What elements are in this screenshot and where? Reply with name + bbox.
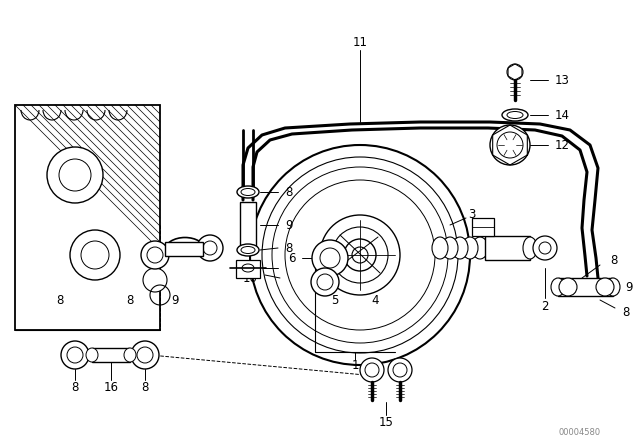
Ellipse shape <box>124 348 136 362</box>
Text: 9: 9 <box>285 219 292 232</box>
Circle shape <box>388 358 412 382</box>
Text: 5: 5 <box>332 293 339 306</box>
Text: 8: 8 <box>622 306 629 319</box>
Circle shape <box>360 358 384 382</box>
Circle shape <box>47 147 103 203</box>
Text: 12: 12 <box>555 138 570 151</box>
Circle shape <box>312 240 348 276</box>
Text: 8: 8 <box>56 293 64 306</box>
Ellipse shape <box>452 237 468 259</box>
Text: 4: 4 <box>371 293 379 306</box>
Text: 8: 8 <box>285 241 292 254</box>
Bar <box>92 348 130 362</box>
Circle shape <box>197 235 223 261</box>
Text: 7: 7 <box>248 262 256 275</box>
Ellipse shape <box>442 237 458 259</box>
Bar <box>485 236 530 260</box>
Text: 11: 11 <box>353 35 367 48</box>
Ellipse shape <box>432 237 448 259</box>
Text: 00004580: 00004580 <box>559 427 601 436</box>
Circle shape <box>61 341 89 369</box>
Circle shape <box>533 236 557 260</box>
Circle shape <box>559 278 577 296</box>
Ellipse shape <box>551 278 565 296</box>
Text: 13: 13 <box>555 73 570 86</box>
Text: 8: 8 <box>610 254 618 267</box>
Text: 16: 16 <box>104 380 118 393</box>
Text: 14: 14 <box>555 108 570 121</box>
Text: 1: 1 <box>351 358 359 371</box>
Circle shape <box>141 241 169 269</box>
Ellipse shape <box>523 237 537 259</box>
Ellipse shape <box>606 278 620 296</box>
Ellipse shape <box>472 237 488 259</box>
Bar <box>236 260 260 278</box>
Bar <box>558 278 613 296</box>
Circle shape <box>320 215 400 295</box>
Text: 2: 2 <box>541 300 548 313</box>
Text: 8: 8 <box>285 185 292 198</box>
Text: 15: 15 <box>379 415 394 428</box>
Circle shape <box>490 125 530 165</box>
Text: 8: 8 <box>71 380 79 393</box>
Ellipse shape <box>86 348 98 362</box>
Circle shape <box>70 230 120 280</box>
Text: 9: 9 <box>625 280 632 293</box>
Text: 8: 8 <box>141 380 148 393</box>
Circle shape <box>143 268 167 292</box>
Bar <box>165 242 203 256</box>
Text: 10: 10 <box>243 271 258 284</box>
Ellipse shape <box>502 109 528 121</box>
Bar <box>15 105 160 330</box>
Ellipse shape <box>237 244 259 256</box>
Circle shape <box>311 268 339 296</box>
Circle shape <box>507 64 523 80</box>
Ellipse shape <box>462 237 478 259</box>
Text: 8: 8 <box>126 293 134 306</box>
Ellipse shape <box>237 186 259 198</box>
Bar <box>472 218 494 236</box>
Bar <box>240 202 256 247</box>
Text: 6: 6 <box>289 251 296 264</box>
Circle shape <box>344 239 376 271</box>
Circle shape <box>131 341 159 369</box>
Circle shape <box>596 278 614 296</box>
Circle shape <box>250 145 470 365</box>
Text: 3: 3 <box>468 207 476 220</box>
Text: 9: 9 <box>172 293 179 306</box>
